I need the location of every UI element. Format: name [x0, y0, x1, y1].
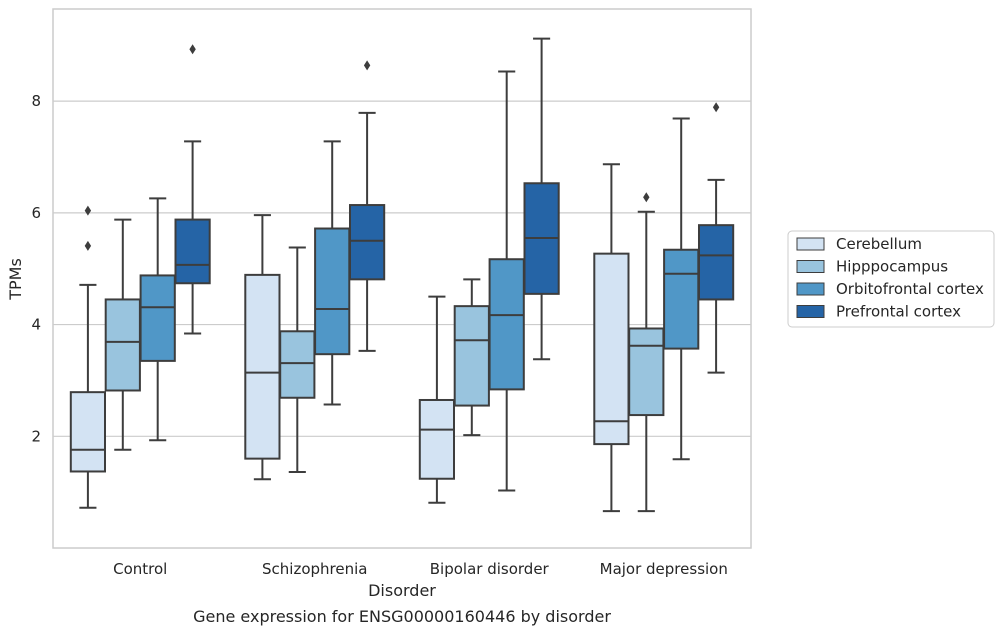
legend-swatch [796, 282, 825, 296]
box [244, 273, 281, 460]
y-tick-label: 4 [31, 316, 41, 334]
box [418, 398, 456, 480]
box [697, 224, 735, 301]
box [279, 330, 316, 399]
box-group [418, 37, 560, 504]
box-group [244, 60, 386, 481]
box-group [69, 44, 211, 509]
legend-label: Cerebellum [836, 235, 922, 253]
outlier-marker [712, 102, 720, 113]
legend-label: Hipppocampus [836, 258, 948, 276]
box-group [593, 102, 735, 513]
outlier-marker [363, 60, 371, 71]
legend-label: Orbitofrontal cortex [836, 280, 984, 298]
y-tick-label: 6 [31, 204, 41, 222]
y-axis-label: TPMs [6, 258, 25, 301]
x-tick-labels: Control Schizophrenia Bipolar disorder Majo… [113, 560, 728, 578]
legend: Cerebellum Hipppocampus Orbitofrontal cort… [787, 230, 995, 328]
legend-swatch [796, 260, 825, 273]
x-tick-label: Bipolar disorder [430, 560, 550, 578]
box [104, 298, 141, 392]
box [348, 204, 386, 281]
y-tick-label: 8 [31, 92, 41, 110]
box [314, 227, 351, 356]
legend-swatch [796, 305, 825, 318]
y-tick-labels: 2 4 6 8 [31, 92, 41, 445]
box [628, 327, 665, 417]
box-groups [69, 37, 735, 513]
box [69, 391, 107, 473]
legend-frame [787, 230, 995, 328]
outlier-marker [84, 205, 92, 216]
box [453, 305, 490, 407]
box [174, 218, 211, 285]
box [593, 252, 630, 446]
plot-frame [52, 8, 752, 549]
y-tick-label: 2 [31, 427, 41, 445]
figure-caption: Gene expression for ENSG00000160446 by d… [193, 607, 611, 626]
legend-swatch [796, 237, 825, 251]
x-tick-label: Schizophrenia [262, 560, 367, 578]
legend-label: Prefrontal cortex [836, 303, 961, 321]
outlier-marker [84, 240, 92, 251]
x-tick-label: Control [113, 560, 167, 578]
box [488, 258, 525, 391]
x-tick-label: Major depression [600, 560, 728, 578]
box [139, 274, 176, 362]
outlier-marker [643, 192, 650, 203]
x-axis-label: Disorder [368, 581, 436, 600]
outlier-marker [189, 44, 196, 55]
box [663, 248, 700, 350]
